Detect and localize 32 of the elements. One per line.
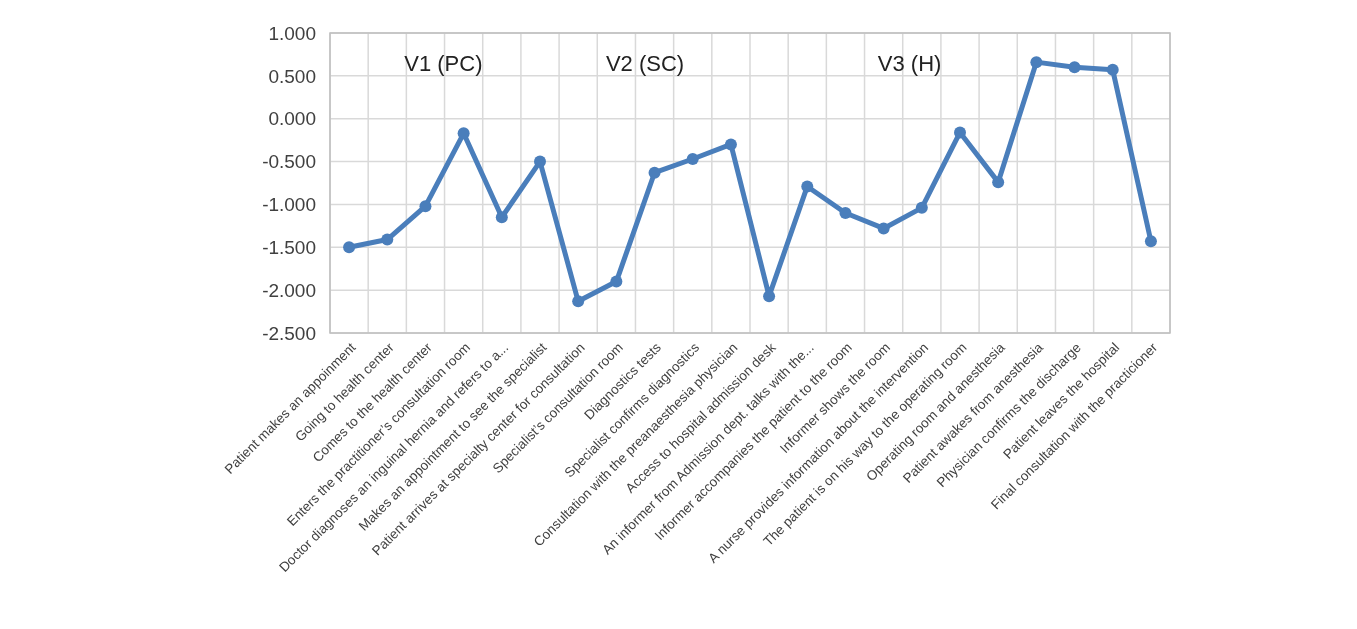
y-tick-label: -2.500 <box>262 322 316 344</box>
point <box>648 166 661 179</box>
annotation: V3 (H) <box>877 51 942 76</box>
point <box>457 127 470 140</box>
annotation: V2 (SC) <box>605 51 685 76</box>
point <box>954 126 966 139</box>
point <box>495 211 508 224</box>
point <box>1030 56 1043 69</box>
point <box>1144 235 1157 248</box>
point <box>343 241 356 254</box>
annotation: V1 (PC) <box>404 51 483 76</box>
point <box>686 153 699 165</box>
point <box>801 180 814 193</box>
y-tick-label: 1.000 <box>268 22 316 44</box>
point <box>572 295 585 308</box>
point <box>381 233 394 246</box>
point <box>763 290 776 303</box>
point <box>610 275 623 288</box>
y-tick-label: -2.000 <box>262 279 316 301</box>
point <box>915 201 928 214</box>
point <box>877 222 890 235</box>
y-tick-label: -1.500 <box>262 236 316 258</box>
point <box>724 138 737 151</box>
y-tick-label: 0.000 <box>268 108 316 130</box>
point <box>992 176 1005 189</box>
y-tick-label: -1.000 <box>262 194 316 216</box>
point <box>1106 63 1119 76</box>
point <box>419 200 432 213</box>
y-tick-label: -0.500 <box>262 151 316 173</box>
point <box>839 207 852 219</box>
y-tick-label: 0.500 <box>268 65 316 87</box>
point <box>1068 61 1081 74</box>
